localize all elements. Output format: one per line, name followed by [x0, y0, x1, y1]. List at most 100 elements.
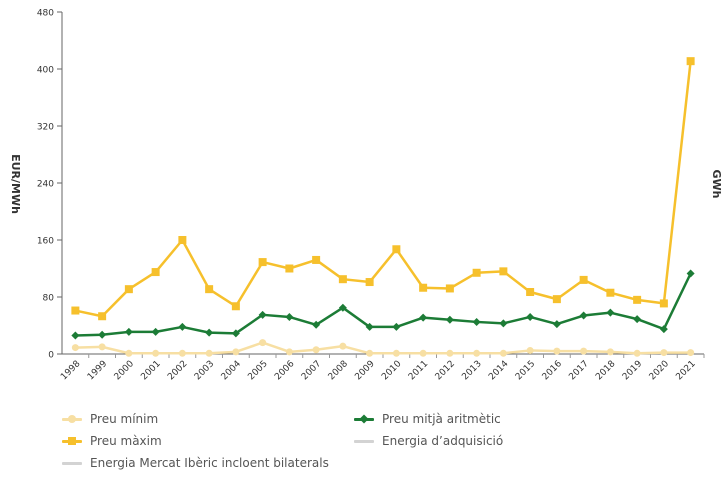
x-tick-label: 2009	[353, 359, 376, 382]
data-point	[285, 312, 294, 321]
legend-swatch-preu-maxim	[62, 436, 82, 446]
legend-label: Energia Mercat Ibèric incloent bilateral…	[90, 456, 329, 470]
legend-item-energia-adquisicio[interactable]: Energia d’adquisició	[354, 434, 503, 448]
y-ticks: 0 80 160 240 320 400 480	[37, 9, 62, 361]
data-point	[231, 302, 240, 311]
data-point	[473, 349, 481, 357]
y-tick-label: 0	[48, 351, 54, 361]
legend-line	[62, 462, 82, 465]
x-tick-label: 1998	[59, 359, 82, 382]
data-point	[151, 327, 160, 336]
x-tick-label: 2015	[514, 359, 537, 382]
data-point	[579, 311, 588, 320]
data-point	[71, 306, 80, 315]
series-line	[75, 61, 692, 318]
legend-item-preu-maxim[interactable]: Preu màxim	[62, 434, 162, 448]
data-point	[526, 288, 535, 297]
series-group	[71, 57, 695, 357]
data-point	[445, 284, 454, 293]
legend-item-preu-mitja[interactable]: Preu mitjà aritmètic	[354, 412, 501, 426]
legend-swatch-energia-mercat-iberic	[62, 458, 82, 468]
x-tick-label: 2018	[594, 359, 617, 382]
y-tick-label: 400	[37, 66, 54, 76]
data-point	[338, 275, 347, 284]
data-point	[419, 283, 428, 292]
legend-swatch-preu-minim	[62, 414, 82, 424]
data-point	[178, 322, 187, 331]
data-point	[151, 268, 160, 277]
y-tick-label: 240	[37, 180, 54, 190]
data-point	[231, 329, 240, 338]
series-1	[71, 57, 695, 321]
data-point	[205, 285, 214, 294]
legend-label: Preu mínim	[90, 412, 159, 426]
legend-swatch-energia-adquisicio	[354, 436, 374, 446]
x-tick-label: 2001	[139, 359, 162, 382]
data-point	[419, 349, 427, 357]
x-ticks: 1998 1999 2000 2001 2002 2003 2004 2005 2006 2007…	[59, 354, 705, 382]
x-tick-label: 2007	[300, 359, 323, 382]
data-point	[258, 310, 267, 319]
data-point	[446, 349, 454, 357]
data-point	[419, 313, 428, 322]
circle-marker-icon	[68, 415, 76, 423]
x-tick-label: 2017	[567, 359, 590, 382]
x-tick-label: 2005	[246, 359, 269, 382]
data-point	[633, 315, 642, 324]
legend-label: Preu mitjà aritmètic	[382, 412, 501, 426]
x-tick-label: 2004	[220, 359, 243, 382]
data-point	[125, 349, 133, 357]
data-point	[526, 312, 535, 321]
data-point	[526, 346, 534, 354]
data-point	[205, 328, 214, 337]
data-point	[445, 315, 454, 324]
x-tick-label: 2016	[541, 359, 564, 382]
data-point	[124, 285, 133, 294]
x-tick-label: 2020	[648, 359, 671, 382]
x-tick-label: 2002	[166, 359, 189, 382]
x-tick-label: 2006	[273, 359, 296, 382]
x-tick-label: 2013	[460, 359, 483, 382]
legend-item-preu-minim[interactable]: Preu mínim	[62, 412, 158, 426]
data-point	[499, 267, 508, 276]
x-tick-label: 2010	[380, 359, 403, 382]
data-point	[659, 299, 668, 308]
legend-item-energia-mercat-iberic[interactable]: Energia Mercat Ibèric incloent bilateral…	[62, 456, 329, 470]
data-point	[686, 269, 695, 278]
legend-line	[354, 440, 374, 443]
x-tick-label: 2021	[674, 359, 697, 382]
data-point	[98, 330, 107, 339]
data-point	[606, 348, 614, 356]
data-point	[392, 349, 400, 357]
square-marker-icon	[68, 437, 76, 445]
data-point	[312, 320, 321, 329]
data-point	[338, 303, 347, 312]
legend-swatch-preu-mitja	[354, 414, 374, 424]
data-point	[633, 295, 642, 304]
y-tick-label: 320	[37, 123, 54, 133]
data-point	[580, 347, 588, 355]
data-point	[285, 348, 293, 356]
y-axis-title: EUR/MWh	[9, 154, 22, 214]
x-tick-label: 2019	[621, 359, 644, 382]
data-point	[312, 346, 320, 354]
x-tick-label: 2012	[434, 359, 457, 382]
data-point	[606, 308, 615, 317]
data-point	[660, 349, 668, 357]
data-point	[499, 319, 508, 328]
data-point	[579, 275, 588, 284]
legend-label: Preu màxim	[90, 434, 162, 448]
series-line	[75, 272, 692, 337]
data-point	[259, 339, 267, 347]
x-tick-label: 2000	[113, 359, 136, 382]
data-point	[365, 278, 374, 287]
data-point	[285, 264, 294, 273]
x-tick-label: 2008	[327, 359, 350, 382]
data-point	[365, 322, 374, 331]
data-point	[686, 57, 695, 66]
data-point	[553, 347, 561, 355]
data-point	[472, 268, 481, 277]
data-point	[659, 325, 668, 334]
